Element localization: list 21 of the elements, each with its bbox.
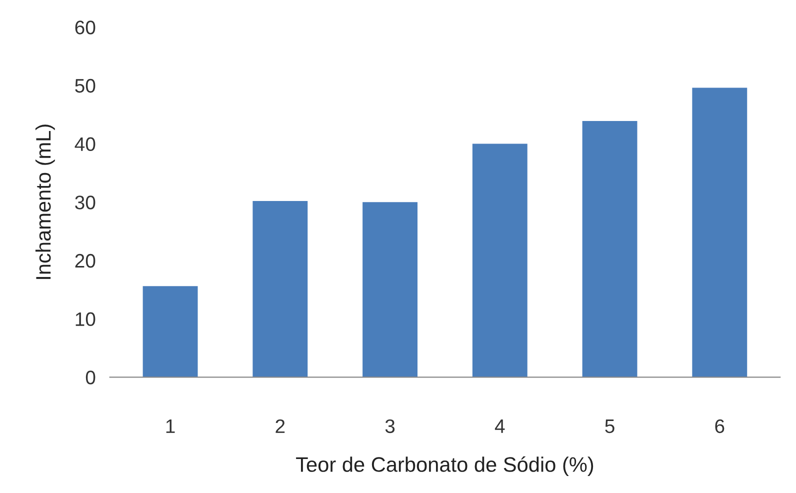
bar: [582, 121, 638, 378]
y-tick-label: 50: [75, 78, 96, 93]
y-tick-label: 30: [75, 196, 96, 210]
bar: [252, 200, 308, 378]
y-tick-label: 10: [76, 312, 96, 326]
x-tick-label: 5: [605, 420, 614, 434]
x-axis-title: Teor de Carbonato de Sódio (%): [296, 456, 594, 476]
y-tick-label: 0: [86, 370, 96, 384]
x-tick-label: 4: [494, 420, 505, 433]
bar: [142, 286, 198, 378]
y-tick-label: 60: [75, 20, 96, 34]
y-axis-title: Inchamento (mL): [35, 124, 55, 279]
bar: [692, 88, 748, 378]
bar: [362, 202, 418, 378]
y-tick-label: 20: [75, 254, 96, 268]
bar: [472, 144, 528, 378]
x-tick-label: 1: [166, 420, 175, 433]
x-tick-label: 6: [715, 419, 724, 434]
x-tick-label: 3: [385, 419, 395, 434]
y-tick-label: 40: [74, 137, 96, 152]
x-tick-label: 2: [276, 419, 285, 433]
